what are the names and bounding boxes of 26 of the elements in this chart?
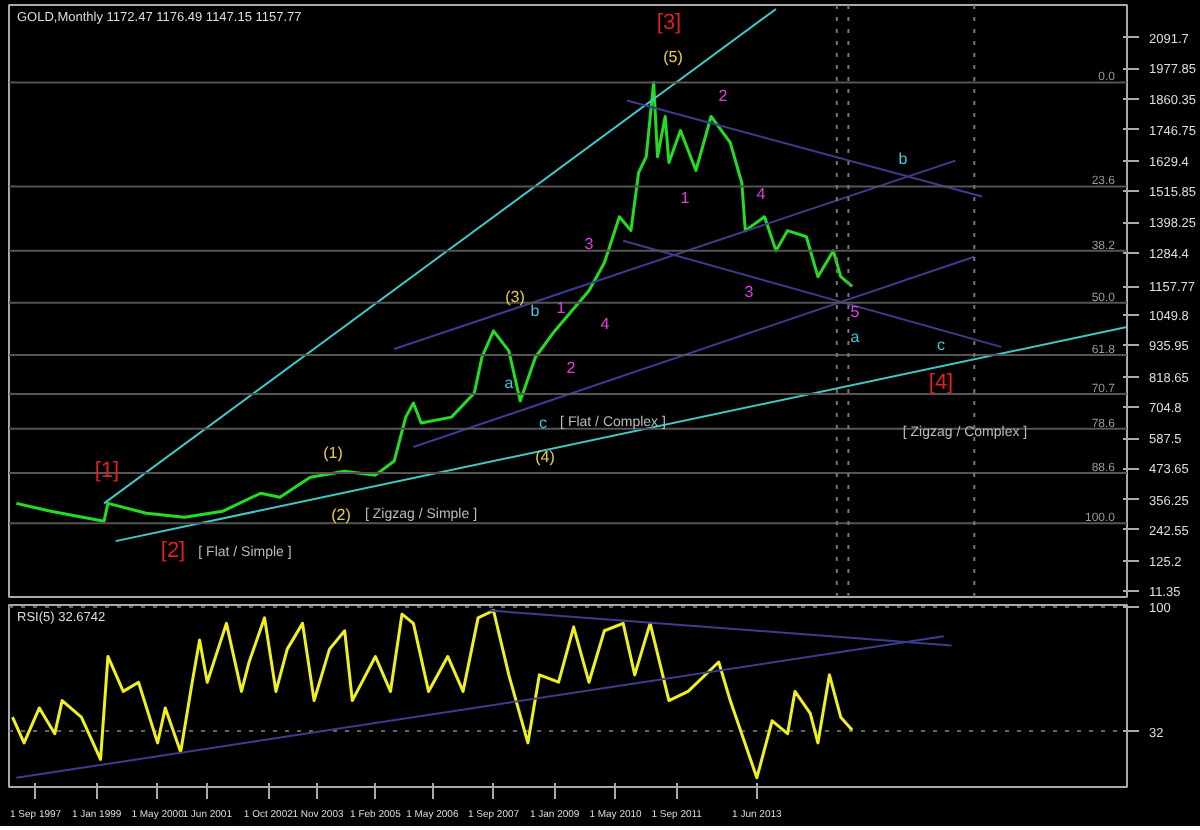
annotation: 4 [600, 315, 611, 333]
annotation: a [850, 328, 861, 346]
annotation: 1 [680, 189, 691, 207]
annotation: 4 [756, 185, 767, 203]
annotation: [2] [160, 539, 186, 563]
annotation: (5) [663, 48, 684, 66]
annotation: 2 [566, 359, 577, 377]
annotation: [1] [94, 459, 120, 483]
line-series [11, 609, 854, 780]
annotation: b [530, 302, 541, 320]
annotation: 2 [718, 87, 729, 105]
annotation: [3] [656, 11, 682, 35]
annotation: (4) [535, 448, 556, 466]
annotation: c [937, 336, 945, 354]
line-series [14, 80, 854, 523]
annotation: (3) [505, 288, 526, 306]
annotation: a [504, 374, 515, 392]
annotation: (1) [323, 444, 344, 462]
annotation: 3 [584, 235, 595, 253]
annotation: 5 [850, 303, 861, 321]
annotation: 3 [744, 283, 755, 301]
annotation: (2) [331, 506, 352, 524]
annotation: [4] [928, 371, 954, 395]
annotation: c [539, 414, 547, 432]
annotation: 1 [556, 299, 567, 317]
annotation: b [898, 150, 909, 168]
